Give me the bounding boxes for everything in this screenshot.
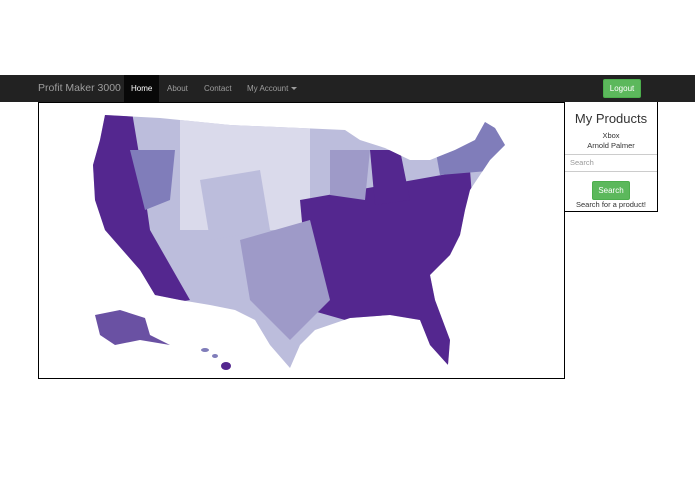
nav-account[interactable]: My Account [240,75,304,102]
map-panel [38,102,565,379]
product[interactable]: Xbox [602,131,620,140]
nav-home[interactable]: Home [124,75,160,102]
hawaii [212,354,218,358]
search-help: Search for a product! [575,200,647,209]
product-list: Xbox Arnold Palmer [565,131,657,151]
search-button[interactable]: Search [592,181,630,200]
brand[interactable]: Profit Maker 3000 [38,82,121,94]
product[interactable]: Arnold Palmer [587,141,635,150]
us-county-map [93,115,505,370]
panel-title: My Products [574,111,648,126]
nav-account-label[interactable]: My Account [247,84,289,93]
search-placeholder: Search [570,158,594,167]
logout-button[interactable]: Logout [603,79,641,98]
search-input[interactable]: Search [565,154,657,172]
navbar: Profit Maker 3000 Home About Contact My … [0,75,695,102]
nav-contact[interactable]: Contact [204,84,232,93]
nav-about[interactable]: About [167,84,188,93]
products-panel: My Products Xbox Arnold Palmer Search Se… [564,102,658,212]
alaska [95,310,170,345]
hawaii [221,362,231,370]
hawaii [201,348,209,352]
